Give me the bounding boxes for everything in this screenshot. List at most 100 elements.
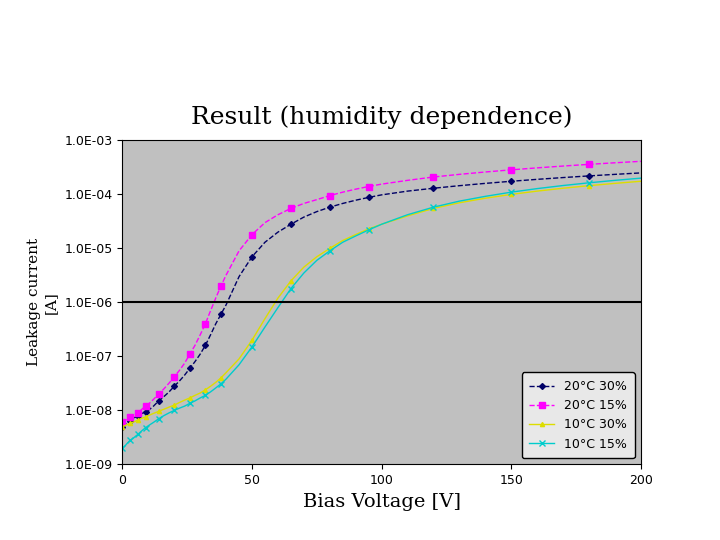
10°C 15%	[455, 198, 464, 204]
X-axis label: Bias Voltage [V]: Bias Voltage [V]	[302, 492, 461, 511]
20°C 15%	[287, 205, 295, 212]
20°C 30%	[206, 332, 215, 338]
20°C 30%	[585, 173, 593, 179]
10°C 30%	[123, 421, 132, 428]
20°C 30%	[274, 229, 282, 235]
20°C 15%	[139, 405, 148, 411]
20°C 15%	[351, 186, 360, 192]
20°C 15%	[222, 272, 230, 278]
10°C 15%	[196, 395, 204, 401]
10°C 15%	[300, 270, 308, 276]
20°C 15%	[160, 386, 168, 392]
10°C 30%	[160, 406, 168, 413]
20°C 30%	[180, 372, 189, 379]
20°C 30%	[126, 417, 135, 424]
10°C 30%	[196, 390, 204, 396]
10°C 15%	[611, 177, 619, 184]
10°C 30%	[364, 226, 373, 232]
20°C 15%	[196, 332, 204, 338]
20°C 30%	[248, 253, 256, 260]
20°C 15%	[201, 321, 210, 327]
10°C 30%	[118, 423, 127, 430]
20°C 30%	[191, 359, 199, 365]
20°C 30%	[559, 174, 567, 181]
20°C 15%	[636, 158, 645, 165]
20°C 30%	[128, 415, 137, 422]
20°C 30%	[201, 342, 210, 349]
10°C 30%	[126, 420, 135, 427]
10°C 30%	[235, 356, 243, 362]
20°C 15%	[191, 342, 199, 349]
10°C 15%	[134, 431, 143, 437]
20°C 15%	[248, 231, 256, 238]
10°C 15%	[149, 419, 158, 426]
20°C 15%	[274, 212, 282, 218]
10°C 30%	[121, 422, 130, 429]
10°C 15%	[217, 381, 225, 387]
10°C 30%	[377, 221, 386, 227]
20°C 15%	[131, 411, 140, 417]
10°C 30%	[338, 237, 347, 244]
10°C 15%	[429, 204, 438, 211]
20°C 15%	[175, 367, 184, 374]
10°C 15%	[206, 389, 215, 395]
20°C 30%	[312, 208, 321, 215]
10°C 30%	[139, 415, 148, 421]
10°C 15%	[533, 185, 541, 192]
10°C 30%	[212, 379, 220, 386]
10°C 15%	[131, 433, 140, 440]
10°C 30%	[201, 387, 210, 393]
10°C 15%	[403, 212, 412, 218]
10°C 15%	[180, 403, 189, 409]
10°C 15%	[118, 445, 127, 451]
10°C 30%	[533, 188, 541, 194]
20°C 30%	[123, 419, 132, 426]
20°C 30%	[175, 378, 184, 384]
20°C 15%	[533, 165, 541, 171]
20°C 30%	[160, 393, 168, 400]
Legend: 20°C 30%, 20°C 15%, 10°C 30%, 10°C 15%: 20°C 30%, 20°C 15%, 10°C 30%, 10°C 15%	[522, 373, 634, 458]
10°C 15%	[235, 361, 243, 368]
20°C 15%	[217, 283, 225, 289]
10°C 30%	[175, 399, 184, 406]
20°C 15%	[377, 181, 386, 187]
10°C 15%	[351, 233, 360, 239]
10°C 15%	[191, 397, 199, 404]
10°C 15%	[364, 227, 373, 233]
20°C 15%	[128, 413, 137, 419]
20°C 30%	[139, 410, 148, 416]
10°C 30%	[261, 315, 269, 322]
10°C 30%	[585, 183, 593, 189]
10°C 30%	[481, 195, 490, 201]
20°C 15%	[212, 295, 220, 301]
20°C 15%	[186, 351, 194, 357]
20°C 30%	[144, 407, 153, 414]
10°C 15%	[481, 193, 490, 200]
10°C 15%	[154, 415, 163, 422]
10°C 15%	[141, 424, 150, 431]
20°C 30%	[131, 414, 140, 420]
20°C 15%	[364, 183, 373, 190]
20°C 15%	[165, 380, 174, 386]
20°C 15%	[121, 417, 130, 424]
10°C 15%	[175, 405, 184, 411]
20°C 15%	[559, 163, 567, 169]
20°C 30%	[455, 183, 464, 189]
10°C 15%	[139, 427, 148, 433]
20°C 15%	[144, 401, 153, 408]
20°C 15%	[338, 189, 347, 195]
20°C 30%	[338, 200, 347, 207]
Line: 20°C 15%: 20°C 15%	[120, 159, 644, 425]
10°C 15%	[136, 429, 145, 435]
20°C 15%	[154, 391, 163, 397]
10°C 30%	[206, 383, 215, 389]
10°C 15%	[160, 413, 168, 419]
10°C 15%	[559, 183, 567, 189]
10°C 30%	[170, 402, 179, 408]
Y-axis label: Leakage current
[A]: Leakage current [A]	[27, 238, 58, 367]
10°C 15%	[585, 180, 593, 186]
20°C 30%	[222, 302, 230, 308]
20°C 15%	[235, 248, 243, 254]
20°C 15%	[300, 200, 308, 207]
20°C 15%	[507, 167, 516, 173]
